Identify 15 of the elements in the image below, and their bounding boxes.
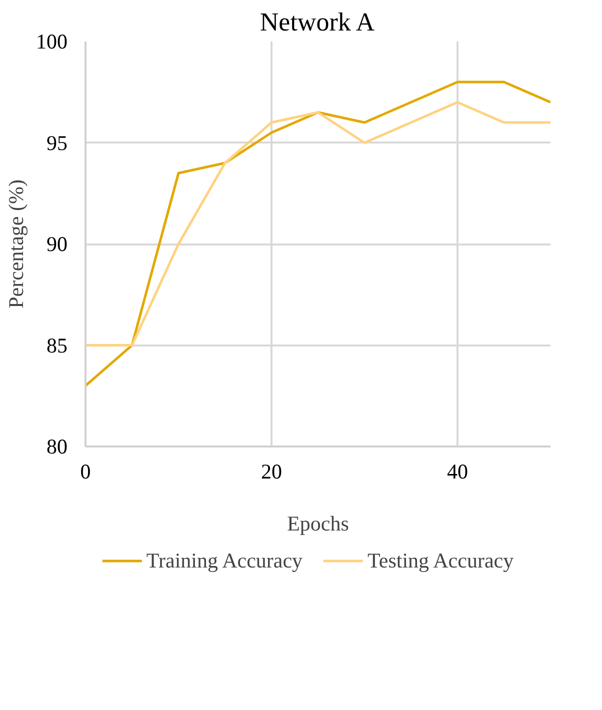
line-series bbox=[86, 80, 550, 387]
x-axis-title: Epochs bbox=[287, 512, 349, 536]
legend-label: Training Accuracy bbox=[146, 548, 303, 573]
y-tick-label: 90 bbox=[46, 232, 68, 256]
chart-title: Network A bbox=[260, 8, 375, 36]
x-tick-label: 0 bbox=[80, 460, 91, 484]
line-series bbox=[86, 101, 550, 346]
y-tick-label: 100 bbox=[36, 30, 68, 54]
y-tick-label: 85 bbox=[46, 333, 68, 358]
x-tick-label: 20 bbox=[261, 460, 282, 484]
y-tick-label: 80 bbox=[46, 434, 68, 458]
legend-label: Testing Accuracy bbox=[368, 548, 514, 573]
x-tick-label: 40 bbox=[447, 460, 468, 484]
y-axis-title: Percentage (%) bbox=[4, 180, 28, 308]
y-tick-label: 95 bbox=[46, 130, 68, 155]
